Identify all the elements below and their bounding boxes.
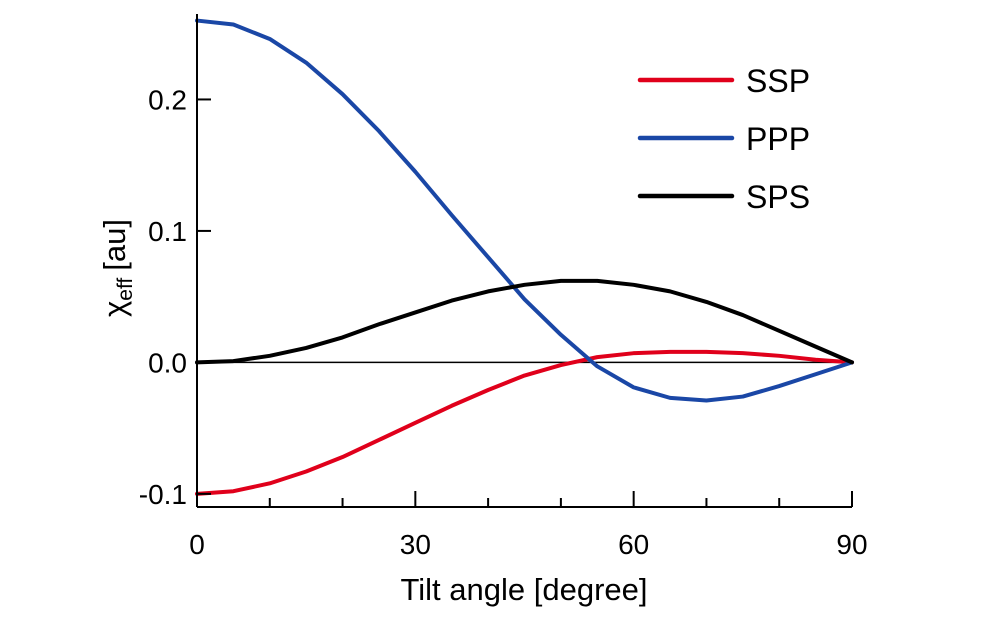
series-line-ssp [195, 349, 854, 496]
legend-label-ppp: PPP [746, 121, 810, 157]
legend: SSP PPP SPS [637, 63, 810, 215]
y-tick-label: -0.1 [139, 479, 187, 510]
series-line-sps [195, 278, 854, 365]
y-axis-title-subscript: eff [114, 278, 137, 301]
series-line-ppp [195, 18, 854, 403]
x-tick-label: 0 [189, 529, 205, 560]
y-axis-title-unit: [au] [97, 219, 132, 271]
axes-layer: 0 30 60 90 -0.1 0.0 0.1 0.2 [139, 14, 868, 560]
x-tick-label: 60 [618, 529, 649, 560]
x-axis-title: Tilt angle [degree] [400, 572, 647, 607]
series-layer [195, 18, 854, 496]
y-axis-title-main: χ [97, 301, 132, 317]
y-axis-title: χeff [au] [97, 219, 137, 317]
y-tick-label: 0.0 [148, 347, 187, 378]
y-tick-label: 0.1 [148, 216, 187, 247]
legend-label-ssp: SSP [746, 63, 810, 99]
x-tick-label: 30 [400, 529, 431, 560]
legend-label-sps: SPS [746, 179, 810, 215]
y-tick-label: 0.2 [148, 84, 187, 115]
x-tick-label: 90 [836, 529, 867, 560]
